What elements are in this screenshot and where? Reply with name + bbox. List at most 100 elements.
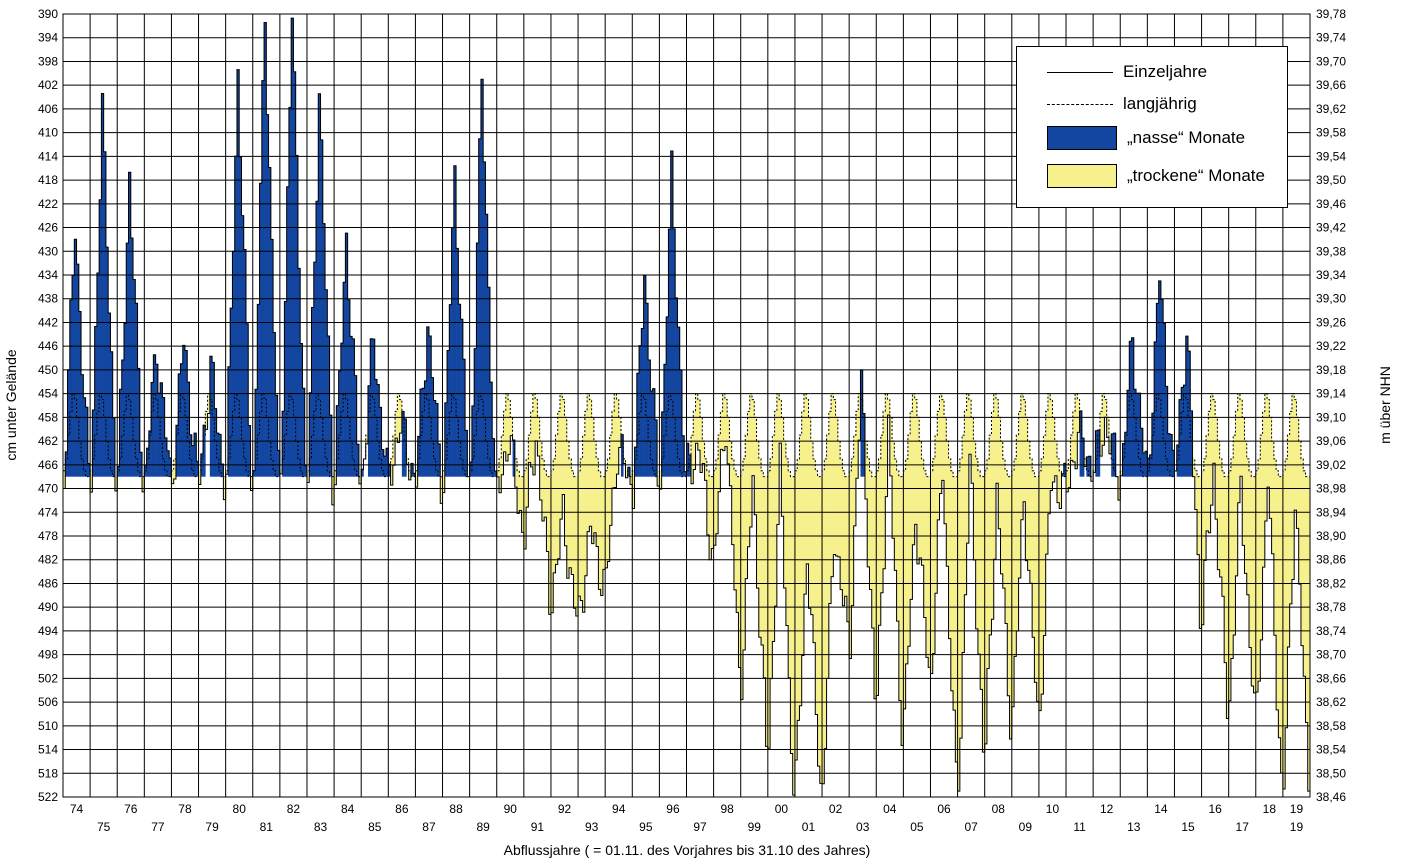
dry-month-bar [1235, 411, 1239, 576]
dry-month-bar [1070, 435, 1074, 461]
wet-month-bar [218, 434, 222, 477]
dry-month-bar [892, 441, 895, 539]
dry-month-bar [521, 476, 525, 533]
dry-month-bar [774, 411, 778, 607]
wet-month-bar [449, 304, 452, 477]
wet-month-bar [311, 307, 315, 477]
dry-month-bar [415, 470, 418, 488]
wet-month-bar [1172, 450, 1175, 477]
dry-month-bar [1038, 470, 1042, 711]
left-tick-label: 414 [38, 149, 58, 163]
wet-month-bar [182, 345, 186, 477]
x-tick-label-upper: 06 [937, 802, 951, 816]
wet-month-bar [313, 262, 317, 477]
right-tick-label: 39,46 [1316, 197, 1346, 211]
right-tick-label: 39,42 [1316, 221, 1346, 235]
left-tick-label: 518 [38, 766, 58, 780]
dry-month-bar [1273, 458, 1277, 636]
dry-month-bar [697, 399, 701, 451]
dry-month-bar [618, 417, 622, 448]
dry-month-bar [1267, 399, 1270, 488]
x-tick-label-upper: 88 [449, 802, 463, 816]
dry-month-bar [709, 476, 712, 560]
left-tick-label: 502 [38, 671, 58, 685]
dry-month-bar [817, 476, 821, 767]
wet-month-bar [87, 463, 91, 477]
dry-month-bar [989, 435, 992, 635]
left-tick-label: 390 [38, 7, 58, 21]
dry-month-bar [968, 399, 972, 455]
wet-month-bar [422, 388, 425, 477]
wet-month-bar [1147, 458, 1150, 477]
wet-month-bar [187, 382, 190, 477]
dry-month-bar [395, 411, 398, 439]
dry-month-bar [198, 470, 202, 485]
dry-month-bar [1016, 435, 1019, 631]
dry-month-bar [1206, 435, 1209, 531]
dry-month-bar [833, 399, 836, 555]
dry-month-bar [1014, 458, 1017, 657]
wet-month-bar [148, 430, 152, 477]
wet-month-bar [1124, 432, 1128, 477]
dry-month-bar [1054, 441, 1058, 476]
wet-month-bar [261, 80, 265, 477]
wet-month-bar [372, 339, 376, 477]
dry-month-bar [571, 470, 574, 575]
wet-month-bar [108, 313, 111, 477]
left-tick-label: 494 [38, 624, 58, 638]
dry-month-bar [142, 476, 145, 492]
right-tick-label: 38,98 [1316, 482, 1346, 496]
dry-month-bar [959, 458, 963, 739]
wet-month-bar [381, 449, 385, 477]
left-tick-label: 458 [38, 410, 58, 424]
left-tick-label: 454 [38, 387, 58, 401]
dry-month-bar [779, 399, 782, 444]
right-tick-label: 38,86 [1316, 553, 1346, 567]
wet-month-bar [69, 299, 73, 477]
x-tick-label-upper: 12 [1100, 802, 1114, 816]
wet-month-bar [1163, 323, 1166, 477]
wet-month-bar [401, 411, 405, 477]
dry-month-bar [519, 476, 522, 511]
dry-month-bar [905, 458, 909, 664]
x-tick-label-lower: 07 [964, 820, 978, 834]
dry-month-bar [1052, 417, 1056, 483]
wet-month-bar [322, 223, 326, 477]
x-tick-label-upper: 80 [233, 802, 247, 816]
wet-month-bar [663, 364, 667, 477]
dry-month-bar [1104, 399, 1107, 418]
dry-month-bar [630, 476, 633, 485]
dry-month-bar [1249, 470, 1252, 648]
wet-month-bar [194, 433, 197, 477]
left-tick-label: 434 [38, 268, 58, 282]
wet-month-bar [1190, 410, 1193, 477]
left-tick-label: 474 [38, 505, 58, 519]
right-tick-label: 38,90 [1316, 529, 1346, 543]
right-tick-label: 39,38 [1316, 244, 1346, 258]
dry-month-bar [1228, 470, 1232, 701]
wet-month-bar [1081, 438, 1085, 477]
dry-month-bar [584, 411, 588, 576]
x-tick-label-upper: 10 [1046, 802, 1060, 816]
left-tick-label: 522 [38, 790, 58, 804]
wet-month-bar [166, 450, 170, 477]
x-tick-label-upper: 86 [395, 802, 409, 816]
x-tick-label-upper: 16 [1208, 802, 1222, 816]
dry-month-bar [944, 417, 947, 524]
dry-month-bar [901, 476, 904, 746]
wet-month-bar [162, 397, 165, 477]
wet-month-bar [1086, 456, 1089, 477]
right-tick-label: 39,18 [1316, 363, 1346, 377]
chart-grid [62, 13, 1311, 798]
dry-month-bar [964, 411, 967, 595]
dry-month-bar [998, 417, 1001, 529]
wet-month-bar [196, 461, 199, 477]
x-tick-label-upper: 98 [720, 802, 734, 816]
dry-month-bar [715, 458, 719, 534]
wet-month-bar [444, 402, 448, 477]
wet-month-bar [300, 343, 303, 477]
wet-month-bar [96, 273, 100, 477]
wet-month-bar [661, 411, 665, 477]
x-tick-label-lower: 05 [910, 820, 924, 834]
dry-month-bar [1255, 470, 1259, 692]
